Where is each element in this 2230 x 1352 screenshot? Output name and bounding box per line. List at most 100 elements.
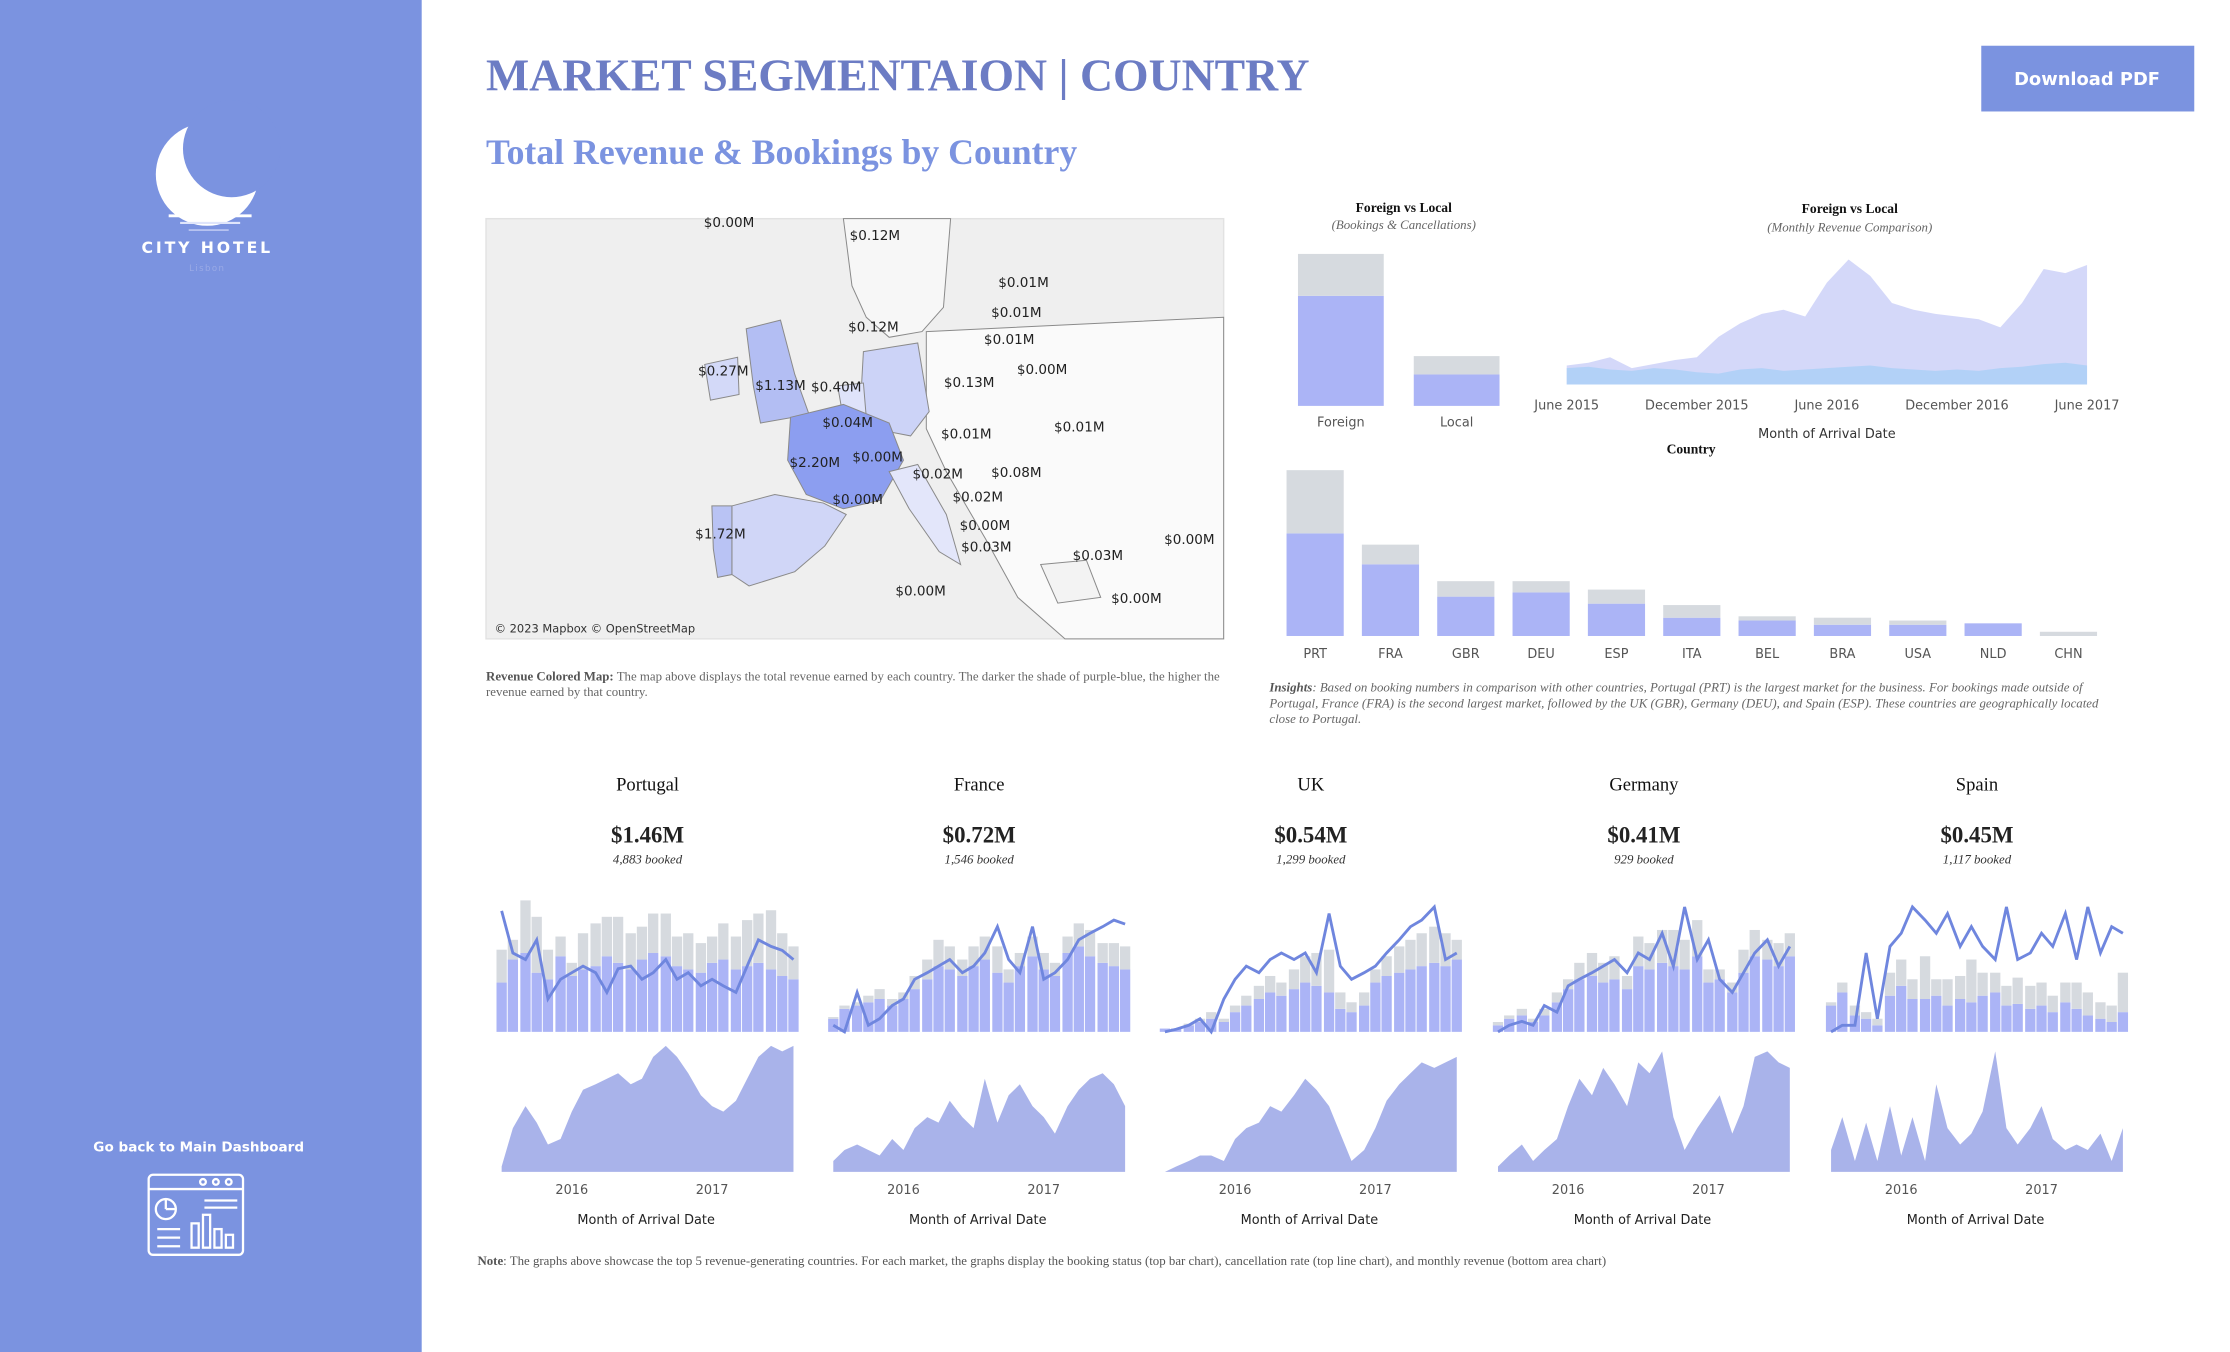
bar-segment (1323, 992, 1335, 1032)
bar-segment (933, 939, 944, 967)
chart-title: Foreign vs Local (1356, 200, 1452, 215)
bar-segment (2095, 1018, 2106, 1032)
bar-segment (1218, 1018, 1229, 1023)
area (1566, 362, 2088, 385)
bar-segment (1813, 624, 1872, 636)
bar-segment (1218, 1022, 1229, 1032)
bar-segment (753, 913, 764, 963)
bar-segment (1884, 972, 1896, 996)
bar-segment (1860, 1018, 1872, 1032)
area (1497, 1051, 1790, 1172)
bar-segment (1907, 998, 1918, 1032)
map-value-label: $2.20M (790, 455, 841, 471)
bar-segment (1990, 992, 2001, 1032)
download-button[interactable]: Download PDF (1981, 45, 2195, 112)
bar-segment (1977, 995, 1988, 1032)
chart-title: Foreign vs Local (1802, 201, 1898, 216)
bar-segment (1598, 962, 1609, 983)
bar-segment (788, 946, 799, 980)
bar-segment (625, 933, 636, 970)
bar-segment (1027, 956, 1038, 1032)
bar-segment (1539, 1015, 1550, 1032)
map-value-label: $0.04M (822, 415, 873, 431)
bar-segment (496, 982, 507, 1032)
bar-segment (1714, 979, 1725, 1032)
map-value-label: $0.03M (961, 539, 1012, 555)
bar-segment (660, 913, 671, 957)
map (485, 217, 1225, 640)
bar-segment (1954, 975, 1966, 999)
bar-segment (1429, 962, 1440, 1032)
bar-segment (2047, 1012, 2058, 1032)
bar-segment (2047, 995, 2058, 1013)
chart-subtitle: (Bookings & Cancellations) (1332, 218, 1476, 232)
bar-segment (1872, 1018, 1883, 1026)
map-land (704, 218, 1225, 640)
download-button-bg[interactable] (1981, 45, 2195, 112)
bar-segment (1381, 956, 1392, 976)
x-tick-label: ESP (1604, 647, 1628, 662)
bar-segment (496, 949, 507, 983)
bar-segment (1346, 1012, 1357, 1032)
bar-segment (1692, 956, 1703, 1032)
bar-segment (1014, 952, 1026, 967)
bar-segment (636, 959, 648, 1032)
panel-bookings: 1,299 booked (1276, 852, 1346, 866)
bar-segment (788, 979, 799, 1032)
dashboard-icon[interactable] (147, 1173, 245, 1256)
bar-segment (1813, 617, 1872, 625)
bar-segment (1504, 1015, 1515, 1019)
x-tick-label: PRT (1303, 647, 1327, 662)
bar-segment (1276, 982, 1287, 996)
bar-segment (1679, 969, 1690, 1032)
panel-bookings: 1,117 booked (1943, 852, 2012, 866)
bar-segment (1361, 564, 1420, 636)
x-tick-label: 2017 (2025, 1183, 2058, 1198)
x-tick-label: December 2015 (1645, 398, 1749, 413)
bar-segment (718, 923, 729, 960)
back-link[interactable]: Go back to Main Dashboard (93, 1140, 304, 1256)
bar-segment (1668, 966, 1679, 1032)
bar-segment (1405, 969, 1416, 1032)
bar-segment (742, 920, 753, 967)
bar-segment (1738, 949, 1749, 973)
bar-segment (1907, 979, 1918, 999)
bar-segment (1381, 975, 1392, 1032)
bar-segment (777, 933, 788, 976)
bar-segment (1587, 589, 1646, 604)
x-tick-label: 2016 (887, 1183, 920, 1198)
x-tick-label: CHN (2054, 647, 2082, 662)
download-button-label[interactable]: Download PDF (2014, 69, 2160, 90)
x-axis-label: Month of Arrival Date (909, 1213, 1047, 1228)
bar-segment (1097, 943, 1108, 963)
bar-segment (1311, 985, 1322, 1032)
bar-segment (1335, 1008, 1346, 1032)
bar-segment (979, 959, 990, 1032)
bar-segment (1512, 581, 1570, 593)
bar-segment (1394, 972, 1405, 1032)
bar-segment (1346, 1002, 1357, 1013)
bar-segment (1586, 952, 1598, 976)
bar-segment (555, 936, 566, 957)
bar-segment (683, 933, 694, 970)
bar-segment (2001, 1005, 2012, 1032)
bar-segment (2036, 1005, 2047, 1032)
map-value-label: $0.13M (944, 375, 995, 391)
bar-segment (1657, 929, 1668, 963)
bar-segment (1159, 1028, 1171, 1032)
bar-segment (992, 946, 1003, 973)
bar-segment (1849, 1005, 1861, 1016)
bar-segment (1598, 982, 1609, 1032)
bar-segment (1413, 356, 1500, 375)
x-tick-label: BEL (1755, 647, 1780, 662)
x-tick-label: 2017 (1027, 1183, 1060, 1198)
bar-segment (765, 910, 777, 970)
bar-segment (660, 956, 671, 1032)
brand: CITY HOTEL (141, 238, 273, 257)
bar-segment (1440, 966, 1451, 1032)
back-link-label[interactable]: Go back to Main Dashboard (93, 1140, 304, 1156)
x-axis-label: Month of Arrival Date (1241, 1213, 1379, 1228)
bar-segment (1370, 969, 1381, 983)
panel-bookings: 1,546 booked (945, 852, 1015, 866)
